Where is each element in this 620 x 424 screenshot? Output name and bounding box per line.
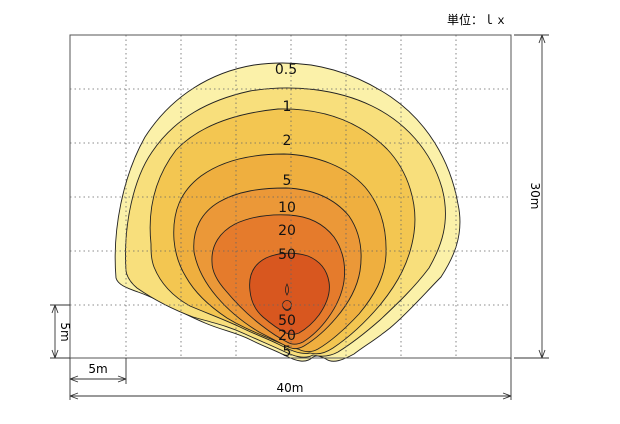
source-offset-dimension [69,358,127,400]
contour-label-1: 1 [283,99,292,115]
contour-label-2: 2 [283,133,292,149]
width-dimension [69,358,512,400]
height-dimension [514,34,549,359]
peak-marker [285,283,289,296]
contour-label-lower-20: 20 [278,328,296,344]
left-grid-label: 5m [58,322,72,341]
height-arrow-top [538,34,546,44]
plot-frame [69,34,512,359]
grid [70,35,511,358]
left-arrow-bottom [51,349,59,359]
offset-arrow-right [117,375,127,383]
width-arrow-left [69,392,79,400]
left-arrow-top [51,304,59,314]
unit-label: 単位：ｌｘ [447,12,507,27]
contour-fills [114,62,461,362]
height-label: 30m [528,183,542,210]
source-offset-label: 5m [88,362,107,376]
contour-labels: 0.5 1 2 5 10 20 50 50 20 5 [275,62,297,360]
offset-arrow-left [69,375,79,383]
width-arrow-right [502,392,512,400]
contour-fill-50 [249,252,330,335]
contour-label-0.5: 0.5 [275,62,297,78]
source-tail [282,306,292,311]
left-grid-dimension [50,304,70,359]
contour-label-10: 10 [278,200,296,216]
height-arrow-bottom [538,349,546,359]
width-label: 40m [277,381,304,395]
contour-label-20: 20 [278,223,296,239]
contour-label-5: 5 [283,173,292,189]
contour-label-50: 50 [278,247,296,263]
contour-label-lower-5: 5 [283,344,292,360]
contour-label-lower-50: 50 [278,313,296,329]
